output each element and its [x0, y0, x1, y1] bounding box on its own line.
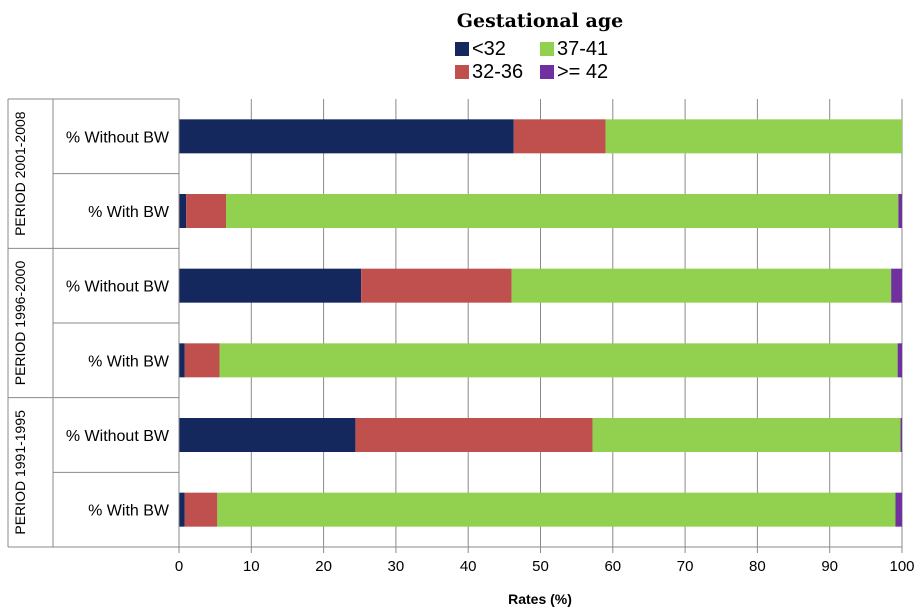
- bars: [179, 119, 902, 527]
- legend-swatch-2: [540, 42, 554, 56]
- legend-swatch-0: [455, 42, 469, 56]
- legend-label-0: <32: [472, 38, 506, 60]
- x-axis-ticks: 0 10 20 30 40 50 60 70 80 90 100: [175, 558, 915, 575]
- bar-row4-series0: [179, 418, 356, 452]
- category-label-0: % Without BW: [66, 129, 170, 146]
- bar-row4-series2: [592, 418, 901, 452]
- tick-label-6: 60: [604, 558, 621, 575]
- bar-row5-series1: [184, 492, 218, 527]
- bar-row2-series2: [511, 268, 892, 303]
- category-label-4: % Without BW: [66, 428, 170, 445]
- bar-row1-series3: [898, 194, 902, 228]
- bar-row4-series3: [900, 418, 902, 452]
- tick-label-0: 0: [175, 558, 183, 575]
- legend-label-2: 37-41: [557, 38, 608, 60]
- legend-title: Gestational age: [457, 10, 623, 32]
- tick-label-5: 50: [532, 558, 549, 575]
- tick-label-8: 80: [749, 558, 766, 575]
- bar-row2-series3: [891, 268, 902, 303]
- bar-row5-series0: [179, 492, 185, 527]
- bar-row1-series2: [225, 194, 899, 228]
- bar-row3-series0: [179, 343, 185, 378]
- tick-label-3: 30: [388, 558, 405, 575]
- category-label-3: % With BW: [88, 353, 170, 370]
- category-label-5: % With BW: [88, 503, 170, 520]
- bar-row1-series1: [186, 194, 226, 228]
- legend-swatch-1: [455, 65, 469, 79]
- tick-label-7: 70: [677, 558, 694, 575]
- bar-row3-series3: [897, 343, 902, 378]
- category-label-1: % With BW: [88, 204, 170, 221]
- category-labels: % Without BW % With BW % Without BW % With …: [12, 111, 170, 534]
- group-label-1: PERIOD 1996-2000: [12, 261, 28, 386]
- legend-swatch-3: [540, 65, 554, 79]
- legend-label-1: 32-36: [472, 61, 523, 83]
- bar-row0-series0: [179, 119, 514, 154]
- bar-row4-series1: [355, 418, 593, 452]
- bar-row3-series2: [219, 343, 898, 378]
- gridlines: [178, 99, 903, 553]
- bar-row5-series3: [895, 492, 902, 527]
- category-frame: [7, 98, 902, 553]
- bar-row5-series2: [217, 492, 896, 527]
- bar-row0-series2: [605, 119, 902, 154]
- x-axis-title: Rates (%): [508, 591, 572, 607]
- bar-row0-series1: [513, 119, 606, 154]
- tick-label-9: 90: [821, 558, 838, 575]
- category-label-2: % Without BW: [66, 279, 170, 296]
- bar-row2-series0: [179, 268, 362, 303]
- bar-row1-series0: [179, 194, 187, 228]
- group-label-2: PERIOD 1991-1995: [12, 410, 28, 535]
- tick-label-4: 40: [460, 558, 477, 575]
- group-label-0: PERIOD 2001-2008: [12, 111, 28, 236]
- tick-label-10: 100: [889, 558, 914, 575]
- tick-label-2: 20: [315, 558, 332, 575]
- bar-row3-series1: [184, 343, 220, 378]
- tick-label-1: 10: [243, 558, 260, 575]
- bar-row2-series1: [361, 268, 512, 303]
- legend-label-3: >= 42: [557, 61, 608, 83]
